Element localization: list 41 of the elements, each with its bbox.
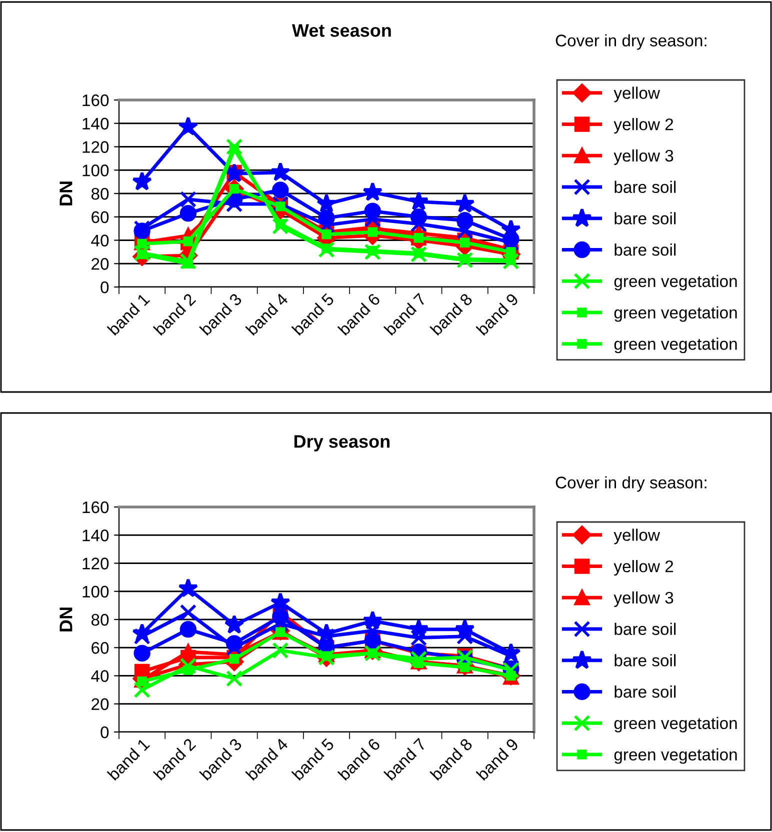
- chart-title: Wet season: [292, 24, 391, 37]
- y-tick-label: 0: [100, 726, 109, 738]
- y-tick-label: 80: [91, 614, 109, 626]
- y-tick-label: 160: [82, 501, 109, 514]
- legend-label: yellow 3: [614, 149, 674, 165]
- legend-label: yellow 3: [614, 591, 674, 607]
- legend-label: green vegetation: [614, 274, 737, 290]
- y-tick-label: 40: [91, 670, 109, 682]
- chart-title: Dry season: [294, 435, 390, 452]
- y-tick-label: 120: [82, 558, 109, 570]
- y-tick-label: 60: [92, 642, 109, 654]
- y-tick-label: 140: [82, 118, 109, 130]
- y-tick-label: 140: [82, 530, 109, 542]
- legend-label: bare soil: [614, 654, 676, 666]
- legend-label: yellow 2: [614, 118, 674, 134]
- y-tick-label: 20: [92, 258, 109, 270]
- legend-label: bare soil: [614, 244, 676, 256]
- y-tick-label: 60: [92, 211, 109, 224]
- legend-label: bare soil: [614, 212, 676, 224]
- legend-label: bare soil: [614, 686, 676, 698]
- legend-label: green vegetation: [614, 716, 737, 732]
- legend-title: Cover in dry season:: [556, 476, 706, 492]
- legend-title: Cover in dry season:: [556, 34, 706, 50]
- y-tick-label: 100: [82, 164, 109, 176]
- legend-label: green vegetation: [614, 338, 737, 354]
- legend-label: yellow: [614, 86, 660, 102]
- y-axis-title: DN: [60, 182, 72, 206]
- y-tick-label: 120: [82, 141, 109, 153]
- y-tick-label: 160: [82, 94, 109, 106]
- y-tick-label: 100: [82, 586, 109, 598]
- legend-label: green vegetation: [614, 748, 737, 764]
- legend-label: bare soil: [614, 622, 676, 636]
- y-tick-label: 0: [100, 281, 109, 294]
- y-tick-label: 20: [92, 698, 109, 710]
- y-axis-title: DN: [60, 608, 72, 632]
- legend-label: green vegetation: [614, 306, 737, 322]
- legend-label: yellow: [614, 528, 660, 544]
- legend-label: bare soil: [614, 180, 676, 194]
- y-tick-label: 40: [91, 234, 109, 246]
- legend-label: yellow 2: [614, 560, 674, 576]
- y-tick-label: 80: [91, 188, 109, 200]
